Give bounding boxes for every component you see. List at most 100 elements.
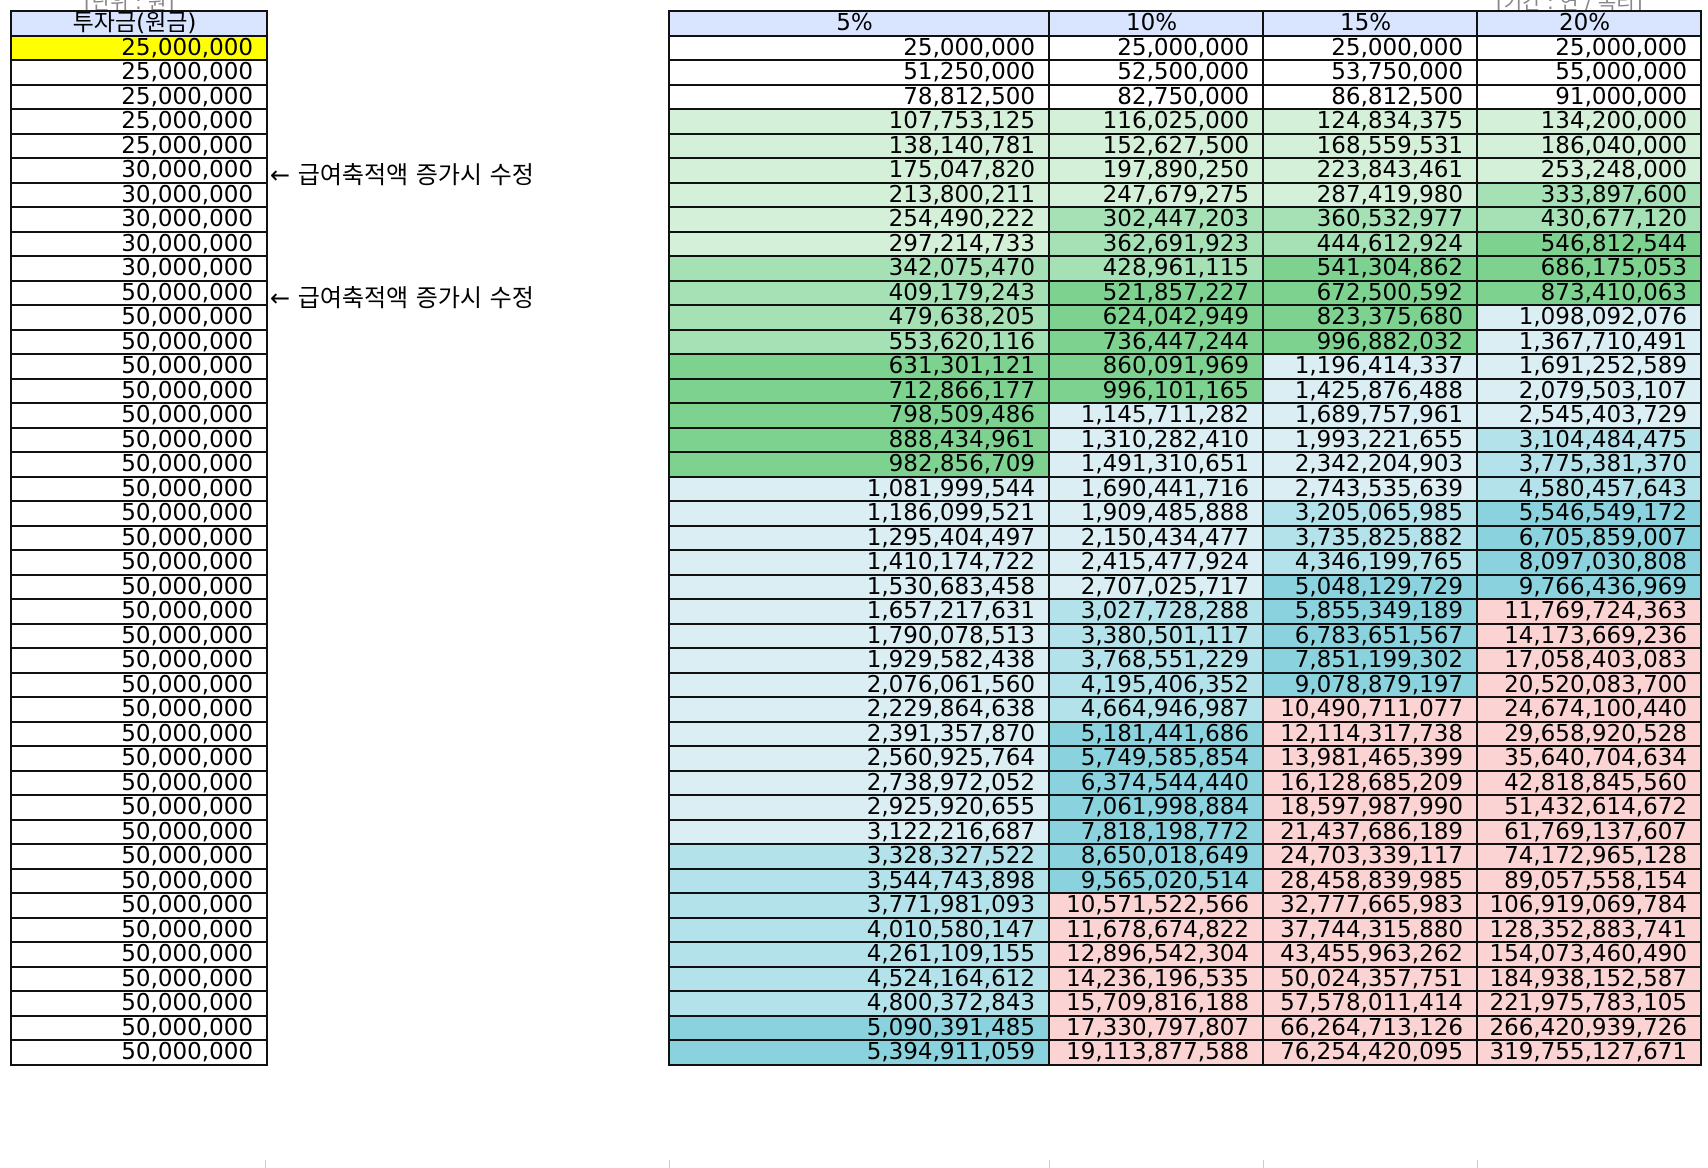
value-cell[interactable]: 50,024,357,751	[1262, 965, 1478, 992]
principal-cell[interactable]: 50,000,000	[10, 965, 268, 992]
value-cell[interactable]: 2,925,920,655	[668, 794, 1050, 821]
value-cell[interactable]: 10,571,522,566	[1048, 892, 1264, 919]
value-cell[interactable]: 3,380,501,117	[1048, 622, 1264, 649]
value-cell[interactable]: 223,843,461	[1262, 157, 1478, 184]
value-cell[interactable]: 3,735,825,882	[1262, 524, 1478, 551]
principal-cell[interactable]: 50,000,000	[10, 892, 268, 919]
value-cell[interactable]: 186,040,000	[1476, 132, 1702, 159]
value-cell[interactable]: 2,415,477,924	[1048, 549, 1264, 576]
value-cell[interactable]: 52,500,000	[1048, 59, 1264, 86]
principal-cell[interactable]: 50,000,000	[10, 549, 268, 576]
value-cell[interactable]: 1,295,404,497	[668, 524, 1050, 551]
value-cell[interactable]: 553,620,116	[668, 328, 1050, 355]
value-cell[interactable]: 89,057,558,154	[1476, 867, 1702, 894]
value-cell[interactable]: 624,042,949	[1048, 304, 1264, 331]
value-cell[interactable]: 996,882,032	[1262, 328, 1478, 355]
value-cell[interactable]: 342,075,470	[668, 255, 1050, 282]
value-cell[interactable]: 42,818,845,560	[1476, 769, 1702, 796]
principal-cell[interactable]: 50,000,000	[10, 279, 268, 306]
value-cell[interactable]: 1,790,078,513	[668, 622, 1050, 649]
value-cell[interactable]: 51,432,614,672	[1476, 794, 1702, 821]
value-cell[interactable]: 1,689,757,961	[1262, 402, 1478, 429]
principal-cell[interactable]: 50,000,000	[10, 353, 268, 380]
value-cell[interactable]: 3,544,743,898	[668, 867, 1050, 894]
value-cell[interactable]: 982,856,709	[668, 451, 1050, 478]
value-cell[interactable]: 2,391,357,870	[668, 720, 1050, 747]
value-cell[interactable]: 9,565,020,514	[1048, 867, 1264, 894]
value-cell[interactable]: 333,897,600	[1476, 181, 1702, 208]
value-cell[interactable]: 3,771,981,093	[668, 892, 1050, 919]
rate-header-10[interactable]: 10%	[1048, 10, 1264, 37]
value-cell[interactable]: 3,122,216,687	[668, 818, 1050, 845]
value-cell[interactable]: 1,081,999,544	[668, 475, 1050, 502]
value-cell[interactable]: 57,578,011,414	[1262, 990, 1478, 1017]
value-cell[interactable]: 319,755,127,671	[1476, 1039, 1702, 1066]
principal-cell[interactable]: 50,000,000	[10, 671, 268, 698]
principal-cell[interactable]: 50,000,000	[10, 524, 268, 551]
value-cell[interactable]: 479,638,205	[668, 304, 1050, 331]
principal-cell[interactable]: 50,000,000	[10, 745, 268, 772]
value-cell[interactable]: 53,750,000	[1262, 59, 1478, 86]
value-cell[interactable]: 860,091,969	[1048, 353, 1264, 380]
value-cell[interactable]: 3,768,551,229	[1048, 647, 1264, 674]
value-cell[interactable]: 138,140,781	[668, 132, 1050, 159]
value-cell[interactable]: 521,857,227	[1048, 279, 1264, 306]
value-cell[interactable]: 360,532,977	[1262, 206, 1478, 233]
value-cell[interactable]: 2,229,864,638	[668, 696, 1050, 723]
principal-cell[interactable]: 25,000,000	[10, 59, 268, 86]
value-cell[interactable]: 4,346,199,765	[1262, 549, 1478, 576]
value-cell[interactable]: 444,612,924	[1262, 230, 1478, 257]
value-cell[interactable]: 2,743,535,639	[1262, 475, 1478, 502]
value-cell[interactable]: 13,981,465,399	[1262, 745, 1478, 772]
value-cell[interactable]: 2,076,061,560	[668, 671, 1050, 698]
value-cell[interactable]: 6,705,859,007	[1476, 524, 1702, 551]
value-cell[interactable]: 107,753,125	[668, 108, 1050, 135]
principal-cell[interactable]: 50,000,000	[10, 426, 268, 453]
value-cell[interactable]: 9,766,436,969	[1476, 573, 1702, 600]
value-cell[interactable]: 798,509,486	[668, 402, 1050, 429]
value-cell[interactable]: 266,420,939,726	[1476, 1014, 1702, 1041]
value-cell[interactable]: 76,254,420,095	[1262, 1039, 1478, 1066]
value-cell[interactable]: 168,559,531	[1262, 132, 1478, 159]
principal-cell[interactable]: 50,000,000	[10, 402, 268, 429]
value-cell[interactable]: 5,546,549,172	[1476, 500, 1702, 527]
value-cell[interactable]: 302,447,203	[1048, 206, 1264, 233]
value-cell[interactable]: 18,597,987,990	[1262, 794, 1478, 821]
principal-cell[interactable]: 50,000,000	[10, 573, 268, 600]
value-cell[interactable]: 66,264,713,126	[1262, 1014, 1478, 1041]
principal-cell[interactable]: 50,000,000	[10, 622, 268, 649]
value-cell[interactable]: 3,104,484,475	[1476, 426, 1702, 453]
value-cell[interactable]: 24,674,100,440	[1476, 696, 1702, 723]
value-cell[interactable]: 6,783,651,567	[1262, 622, 1478, 649]
principal-cell[interactable]: 50,000,000	[10, 328, 268, 355]
value-cell[interactable]: 736,447,244	[1048, 328, 1264, 355]
value-cell[interactable]: 3,205,065,985	[1262, 500, 1478, 527]
value-cell[interactable]: 128,352,883,741	[1476, 916, 1702, 943]
value-cell[interactable]: 134,200,000	[1476, 108, 1702, 135]
value-cell[interactable]: 430,677,120	[1476, 206, 1702, 233]
rate-header-5[interactable]: 5%	[668, 10, 1050, 37]
principal-cell[interactable]: 50,000,000	[10, 916, 268, 943]
principal-cell[interactable]: 25,000,000	[10, 108, 268, 135]
rate-header-15[interactable]: 15%	[1262, 10, 1478, 37]
value-cell[interactable]: 409,179,243	[668, 279, 1050, 306]
value-cell[interactable]: 11,769,724,363	[1476, 598, 1702, 625]
value-cell[interactable]: 3,328,327,522	[668, 843, 1050, 870]
value-cell[interactable]: 25,000,000	[1476, 34, 1702, 61]
principal-cell[interactable]: 25,000,000	[10, 132, 268, 159]
value-cell[interactable]: 546,812,544	[1476, 230, 1702, 257]
value-cell[interactable]: 4,800,372,843	[668, 990, 1050, 1017]
value-cell[interactable]: 25,000,000	[1262, 34, 1478, 61]
value-cell[interactable]: 1,491,310,651	[1048, 451, 1264, 478]
value-cell[interactable]: 5,749,585,854	[1048, 745, 1264, 772]
principal-cell[interactable]: 30,000,000	[10, 255, 268, 282]
value-cell[interactable]: 221,975,783,105	[1476, 990, 1702, 1017]
value-cell[interactable]: 61,769,137,607	[1476, 818, 1702, 845]
value-cell[interactable]: 4,195,406,352	[1048, 671, 1264, 698]
value-cell[interactable]: 86,812,500	[1262, 83, 1478, 110]
value-cell[interactable]: 35,640,704,634	[1476, 745, 1702, 772]
value-cell[interactable]: 1,929,582,438	[668, 647, 1050, 674]
value-cell[interactable]: 1,690,441,716	[1048, 475, 1264, 502]
value-cell[interactable]: 91,000,000	[1476, 83, 1702, 110]
principal-cell[interactable]: 25,000,000	[10, 83, 268, 110]
